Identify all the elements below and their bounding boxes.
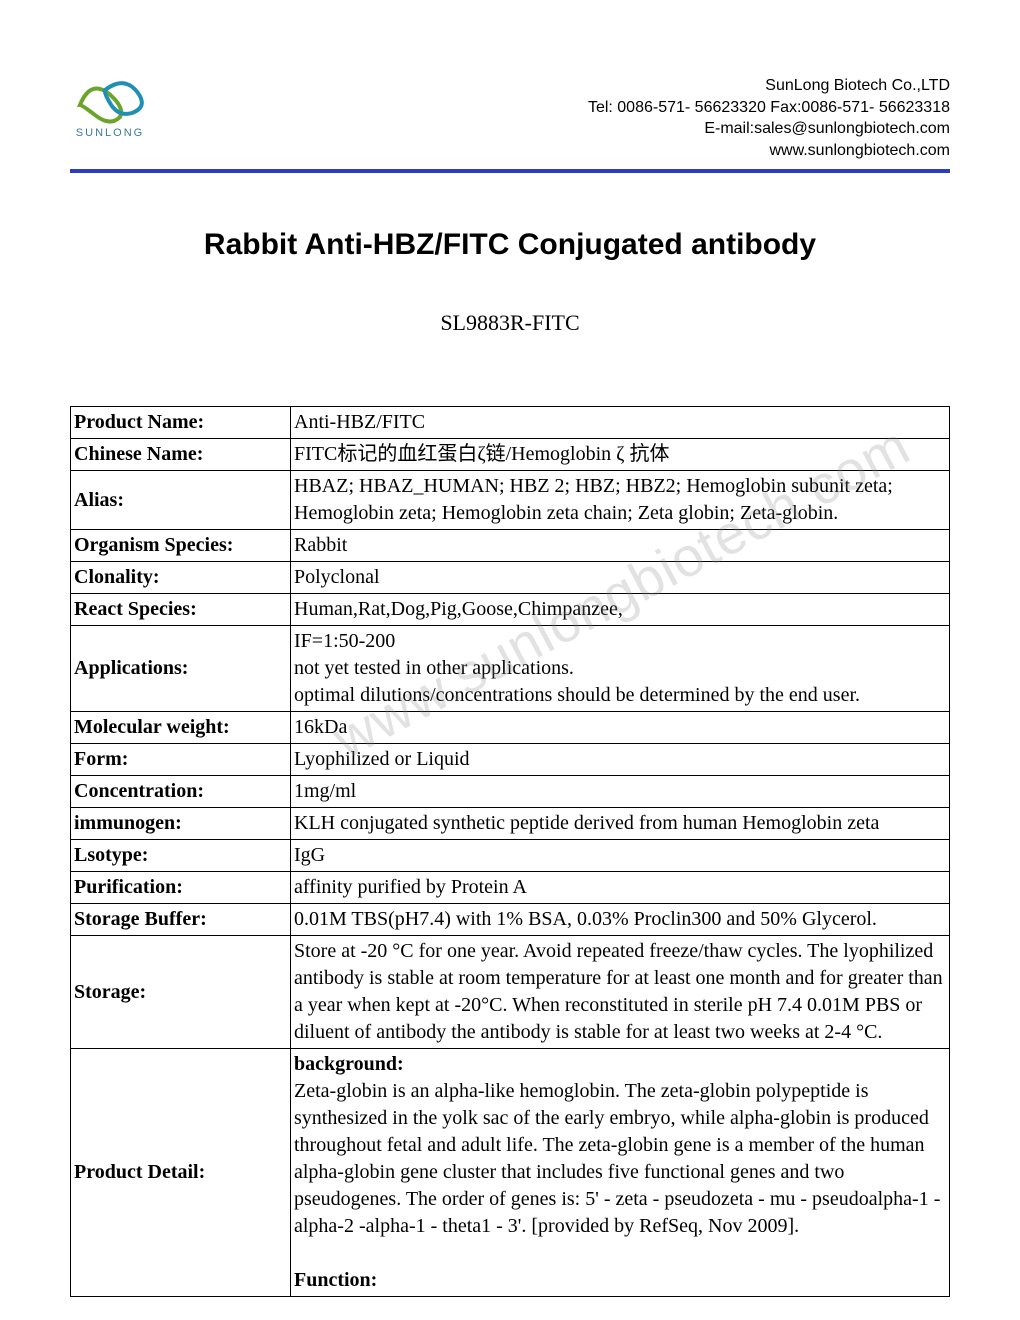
value-mw: 16kDa [291, 712, 950, 744]
table-row: Chinese Name: FITC标记的血红蛋白ζ链/Hemoglobin ζ… [71, 439, 950, 471]
table-row: Product Name: Anti-HBZ/FITC [71, 407, 950, 439]
value-buffer: 0.01M TBS(pH7.4) with 1% BSA, 0.03% Proc… [291, 904, 950, 936]
value-conc: 1mg/ml [291, 776, 950, 808]
label-react: React Species: [71, 594, 291, 626]
table-row: Applications: IF=1:50-200 not yet tested… [71, 626, 950, 712]
value-isotype: IgG [291, 840, 950, 872]
value-alias: HBAZ; HBAZ_HUMAN; HBZ 2; HBZ; HBZ2; Hemo… [291, 471, 950, 530]
table-row: immunogen: KLH conjugated synthetic pept… [71, 808, 950, 840]
page-title: Rabbit Anti-HBZ/FITC Conjugated antibody [70, 228, 950, 262]
label-storage: Storage: [71, 936, 291, 1049]
table-row: Organism Species: Rabbit [71, 530, 950, 562]
logo-label: SUNLONG [76, 127, 144, 139]
label-isotype: Lsotype: [71, 840, 291, 872]
company-line-4: www.sunlongbiotech.com [588, 140, 950, 162]
value-clonality: Polyclonal [291, 562, 950, 594]
table-row: Storage: Store at -20 °C for one year. A… [71, 936, 950, 1049]
table-row: Molecular weight: 16kDa [71, 712, 950, 744]
logo: SUNLONG [70, 75, 150, 139]
applications-line1: IF=1:50-200 [294, 628, 946, 655]
detail-body-background: Zeta-globin is an alpha-like hemoglobin.… [294, 1078, 946, 1240]
value-applications: IF=1:50-200 not yet tested in other appl… [291, 626, 950, 712]
value-organism: Rabbit [291, 530, 950, 562]
table-row: Storage Buffer: 0.01M TBS(pH7.4) with 1%… [71, 904, 950, 936]
logo-icon [70, 75, 150, 125]
label-alias: Alias: [71, 471, 291, 530]
value-chinese-name: FITC标记的血红蛋白ζ链/Hemoglobin ζ 抗体 [291, 439, 950, 471]
company-line-3: E-mail:sales@sunlongbiotech.com [588, 118, 950, 140]
header-divider [70, 169, 950, 173]
label-applications: Applications: [71, 626, 291, 712]
table-row: Concentration: 1mg/ml [71, 776, 950, 808]
table-row: Clonality: Polyclonal [71, 562, 950, 594]
value-storage: Store at -20 °C for one year. Avoid repe… [291, 936, 950, 1049]
header: SUNLONG SunLong Biotech Co.,LTD Tel: 008… [70, 75, 950, 161]
label-buffer: Storage Buffer: [71, 904, 291, 936]
detail-heading-background: background: [294, 1051, 946, 1078]
table-row: Alias: HBAZ; HBAZ_HUMAN; HBZ 2; HBZ; HBZ… [71, 471, 950, 530]
value-react: Human,Rat,Dog,Pig,Goose,Chimpanzee, [291, 594, 950, 626]
detail-heading-function: Function: [294, 1267, 946, 1294]
value-detail: background: Zeta-globin is an alpha-like… [291, 1049, 950, 1297]
table-row: Purification: affinity purified by Prote… [71, 872, 950, 904]
company-line-2: Tel: 0086-571- 56623320 Fax:0086-571- 56… [588, 97, 950, 119]
spec-table: Product Name: Anti-HBZ/FITC Chinese Name… [70, 406, 950, 1297]
applications-line3: optimal dilutions/concentrations should … [294, 682, 946, 709]
value-product-name: Anti-HBZ/FITC [291, 407, 950, 439]
label-mw: Molecular weight: [71, 712, 291, 744]
label-immunogen: immunogen: [71, 808, 291, 840]
label-clonality: Clonality: [71, 562, 291, 594]
label-conc: Concentration: [71, 776, 291, 808]
label-product-name: Product Name: [71, 407, 291, 439]
value-immunogen: KLH conjugated synthetic peptide derived… [291, 808, 950, 840]
value-form: Lyophilized or Liquid [291, 744, 950, 776]
table-row: Product Detail: background: Zeta-globin … [71, 1049, 950, 1297]
company-line-1: SunLong Biotech Co.,LTD [588, 75, 950, 97]
table-row: React Species: Human,Rat,Dog,Pig,Goose,C… [71, 594, 950, 626]
value-purification: affinity purified by Protein A [291, 872, 950, 904]
label-organism: Organism Species: [71, 530, 291, 562]
label-form: Form: [71, 744, 291, 776]
table-row: Lsotype: IgG [71, 840, 950, 872]
label-purification: Purification: [71, 872, 291, 904]
company-info: SunLong Biotech Co.,LTD Tel: 0086-571- 5… [588, 75, 950, 161]
product-code: SL9883R-FITC [70, 310, 950, 336]
table-row: Form: Lyophilized or Liquid [71, 744, 950, 776]
label-detail: Product Detail: [71, 1049, 291, 1297]
label-chinese-name: Chinese Name: [71, 439, 291, 471]
applications-line2: not yet tested in other applications. [294, 655, 946, 682]
